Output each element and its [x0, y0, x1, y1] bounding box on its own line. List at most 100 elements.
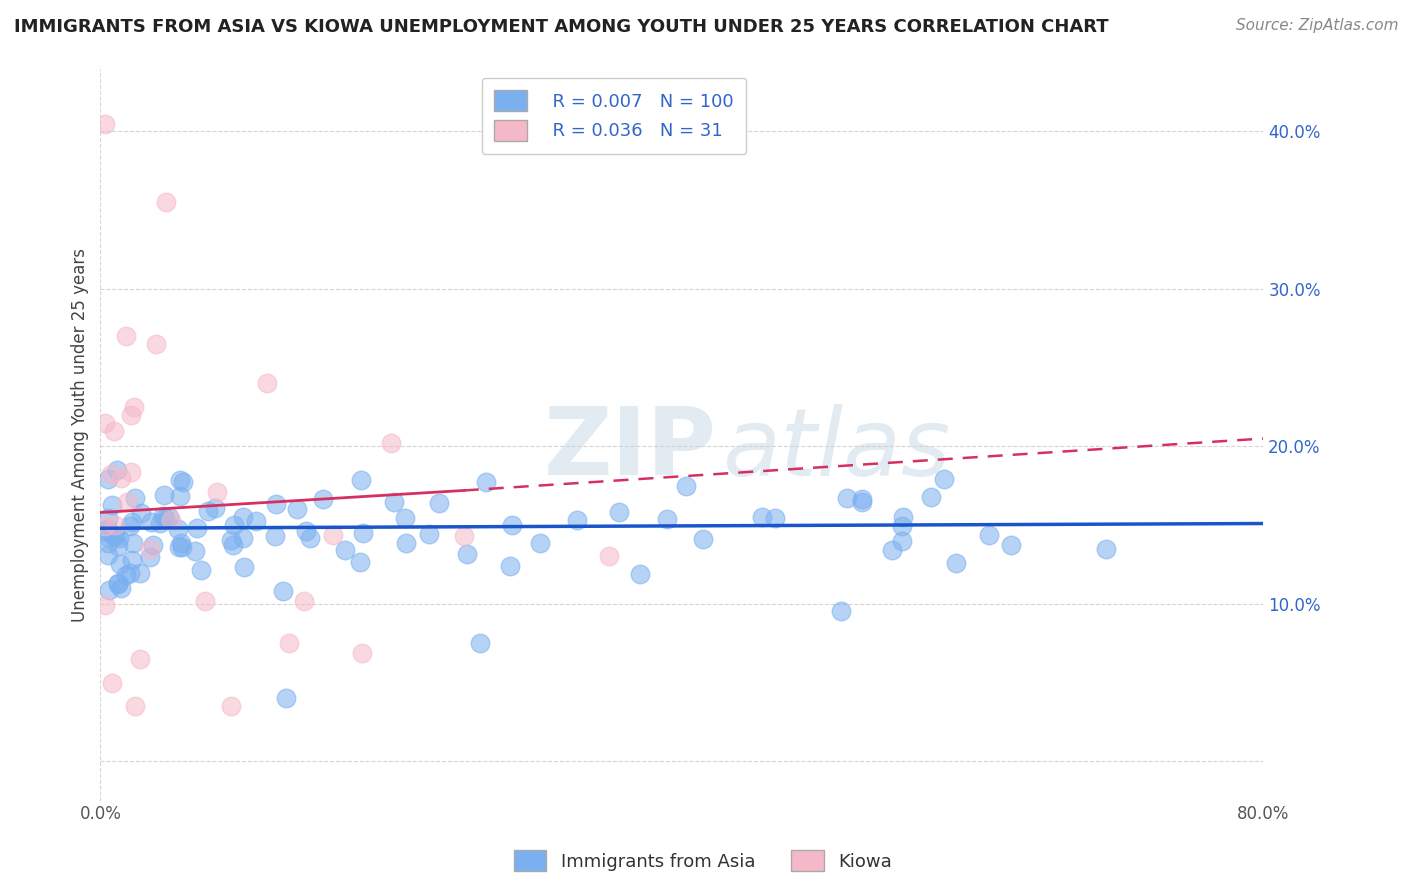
Point	[501, 518, 523, 533]
Point	[97, 522, 120, 536]
Point	[153, 488, 176, 502]
Legend: Immigrants from Asia, Kiowa: Immigrants from Asia, Kiowa	[506, 843, 900, 879]
Point	[204, 500, 226, 515]
Point	[104, 528, 127, 542]
Point	[108, 531, 131, 545]
Point	[835, 491, 858, 505]
Point	[120, 519, 142, 533]
Point	[851, 495, 873, 509]
Point	[312, 491, 335, 506]
Point	[93, 117, 115, 131]
Point	[945, 556, 967, 570]
Point	[298, 531, 321, 545]
Point	[565, 513, 588, 527]
Point	[107, 539, 129, 553]
Point	[120, 566, 142, 580]
Point	[167, 522, 190, 536]
Point	[382, 495, 405, 509]
Point	[456, 547, 478, 561]
Point	[97, 536, 120, 550]
Point	[100, 498, 122, 512]
Point	[100, 467, 122, 482]
Point	[395, 536, 418, 550]
Text: IMMIGRANTS FROM ASIA VS KIOWA UNEMPLOYMENT AMONG YOUTH UNDER 25 YEARS CORRELATIO: IMMIGRANTS FROM ASIA VS KIOWA UNEMPLOYME…	[14, 18, 1109, 36]
Point	[105, 463, 128, 477]
Point	[169, 473, 191, 487]
Point	[93, 518, 115, 533]
Point	[186, 521, 208, 535]
Point	[205, 485, 228, 500]
Point	[891, 509, 914, 524]
Point	[104, 517, 127, 532]
Point	[98, 582, 121, 597]
Point	[499, 558, 522, 573]
Point	[152, 509, 174, 524]
Point	[474, 475, 496, 489]
Point	[129, 566, 152, 580]
Point	[219, 533, 242, 548]
Point	[256, 376, 278, 391]
Point	[145, 337, 167, 351]
Point	[97, 471, 120, 485]
Point	[352, 525, 374, 540]
Point	[103, 528, 125, 542]
Point	[124, 491, 146, 505]
Point	[138, 549, 160, 564]
Text: Source: ZipAtlas.com: Source: ZipAtlas.com	[1236, 18, 1399, 33]
Point	[278, 636, 301, 650]
Point	[120, 465, 142, 479]
Point	[97, 524, 120, 539]
Point	[155, 195, 177, 210]
Point	[1000, 538, 1022, 552]
Point	[349, 555, 371, 569]
Point	[222, 537, 245, 551]
Point	[184, 544, 207, 558]
Point	[129, 506, 152, 520]
Point	[107, 575, 129, 590]
Point	[172, 475, 194, 489]
Point	[155, 511, 177, 525]
Point	[139, 541, 162, 556]
Point	[139, 515, 162, 529]
Point	[932, 472, 955, 486]
Point	[97, 548, 120, 562]
Point	[274, 691, 297, 706]
Point	[97, 531, 120, 545]
Point	[453, 528, 475, 542]
Point	[121, 515, 143, 529]
Point	[157, 510, 180, 524]
Point	[751, 510, 773, 524]
Point	[120, 408, 142, 422]
Point	[122, 535, 145, 549]
Point	[124, 699, 146, 714]
Point	[169, 536, 191, 550]
Point	[264, 497, 287, 511]
Point	[129, 652, 152, 666]
Point	[170, 540, 193, 554]
Point	[598, 549, 620, 563]
Point	[380, 436, 402, 450]
Text: ZIP: ZIP	[544, 403, 717, 495]
Point	[197, 504, 219, 518]
Point	[977, 528, 1000, 542]
Point	[692, 532, 714, 546]
Point	[190, 563, 212, 577]
Point	[920, 490, 942, 504]
Y-axis label: Unemployment Among Youth under 25 years: Unemployment Among Youth under 25 years	[72, 248, 89, 622]
Text: atlas: atlas	[723, 404, 950, 495]
Point	[115, 567, 138, 582]
Point	[107, 576, 129, 591]
Point	[322, 528, 344, 542]
Point	[655, 512, 678, 526]
Point	[628, 567, 651, 582]
Point	[104, 528, 127, 542]
Point	[830, 604, 852, 618]
Point	[232, 509, 254, 524]
Point	[264, 528, 287, 542]
Point	[167, 540, 190, 554]
Point	[394, 511, 416, 525]
Point	[233, 559, 256, 574]
Point	[880, 543, 903, 558]
Point	[350, 473, 373, 487]
Point	[110, 470, 132, 484]
